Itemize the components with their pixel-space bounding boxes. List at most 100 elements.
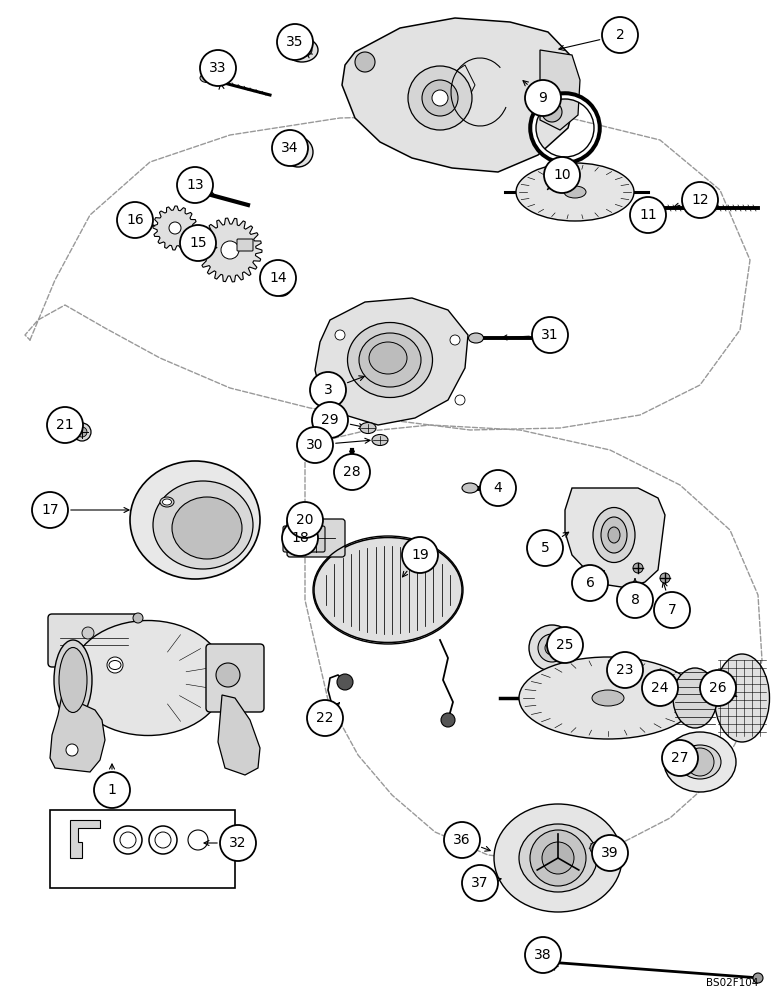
Circle shape xyxy=(662,740,698,776)
Ellipse shape xyxy=(286,38,318,62)
Circle shape xyxy=(291,145,305,159)
Ellipse shape xyxy=(360,422,376,434)
Circle shape xyxy=(82,627,94,639)
Text: 13: 13 xyxy=(186,178,204,192)
Ellipse shape xyxy=(593,508,635,562)
Circle shape xyxy=(547,627,583,663)
Text: 10: 10 xyxy=(553,168,571,182)
Ellipse shape xyxy=(359,333,421,387)
Ellipse shape xyxy=(369,342,407,374)
Ellipse shape xyxy=(153,481,253,569)
Circle shape xyxy=(462,865,498,901)
Ellipse shape xyxy=(277,275,287,289)
Circle shape xyxy=(297,427,333,463)
Circle shape xyxy=(532,317,568,353)
Circle shape xyxy=(47,407,83,443)
Text: 9: 9 xyxy=(539,91,547,105)
Circle shape xyxy=(66,744,78,756)
Text: 15: 15 xyxy=(189,236,207,250)
Circle shape xyxy=(133,613,143,623)
Circle shape xyxy=(607,652,643,688)
Ellipse shape xyxy=(545,641,559,655)
Ellipse shape xyxy=(348,322,432,397)
Circle shape xyxy=(337,674,353,690)
Text: 30: 30 xyxy=(307,438,324,452)
Circle shape xyxy=(642,670,678,706)
Text: 38: 38 xyxy=(534,948,552,962)
Ellipse shape xyxy=(715,654,770,742)
Circle shape xyxy=(654,592,690,628)
Circle shape xyxy=(686,748,714,776)
Ellipse shape xyxy=(271,268,293,296)
Circle shape xyxy=(480,470,516,506)
Ellipse shape xyxy=(664,732,736,792)
Ellipse shape xyxy=(494,804,622,912)
Circle shape xyxy=(602,17,638,53)
Text: 33: 33 xyxy=(210,61,227,75)
Circle shape xyxy=(617,582,653,618)
Circle shape xyxy=(441,713,455,727)
Polygon shape xyxy=(218,695,260,775)
Ellipse shape xyxy=(462,483,478,493)
Text: 37: 37 xyxy=(471,876,489,890)
Ellipse shape xyxy=(608,527,620,543)
Ellipse shape xyxy=(59,648,87,712)
Ellipse shape xyxy=(130,461,260,579)
Ellipse shape xyxy=(679,745,721,779)
Circle shape xyxy=(221,241,239,259)
Text: 34: 34 xyxy=(281,141,299,155)
Ellipse shape xyxy=(519,657,697,739)
Text: BS02F104: BS02F104 xyxy=(705,978,758,988)
Text: 18: 18 xyxy=(291,531,309,545)
Circle shape xyxy=(753,973,763,983)
Polygon shape xyxy=(565,488,665,588)
Circle shape xyxy=(402,537,438,573)
Circle shape xyxy=(660,573,670,583)
Circle shape xyxy=(282,520,318,556)
Circle shape xyxy=(117,202,153,238)
Circle shape xyxy=(260,260,296,296)
Text: 11: 11 xyxy=(639,208,656,222)
Ellipse shape xyxy=(71,620,226,736)
Ellipse shape xyxy=(519,824,597,892)
Ellipse shape xyxy=(638,214,652,223)
Ellipse shape xyxy=(172,497,242,559)
Circle shape xyxy=(630,197,666,233)
Circle shape xyxy=(73,423,91,441)
Ellipse shape xyxy=(314,538,462,643)
Circle shape xyxy=(287,502,323,538)
Circle shape xyxy=(682,182,718,218)
Circle shape xyxy=(334,454,370,490)
Circle shape xyxy=(180,225,216,261)
Text: 12: 12 xyxy=(691,193,708,207)
Polygon shape xyxy=(315,298,468,425)
Text: 3: 3 xyxy=(324,383,332,397)
Polygon shape xyxy=(50,695,105,772)
Text: 2: 2 xyxy=(615,28,625,42)
Ellipse shape xyxy=(372,434,388,446)
Ellipse shape xyxy=(200,74,214,83)
Circle shape xyxy=(525,937,561,973)
Text: 17: 17 xyxy=(41,503,59,517)
Circle shape xyxy=(355,52,375,72)
Polygon shape xyxy=(70,820,100,858)
Polygon shape xyxy=(198,218,262,282)
Text: 24: 24 xyxy=(651,681,669,695)
Text: 39: 39 xyxy=(601,846,618,860)
Circle shape xyxy=(408,66,472,130)
Circle shape xyxy=(283,137,313,167)
Text: 1: 1 xyxy=(108,783,116,797)
Circle shape xyxy=(169,222,181,234)
Circle shape xyxy=(542,842,574,874)
Circle shape xyxy=(272,130,308,166)
Text: 26: 26 xyxy=(709,681,727,695)
Circle shape xyxy=(327,393,337,403)
Circle shape xyxy=(220,825,256,861)
Text: 28: 28 xyxy=(343,465,361,479)
Text: 8: 8 xyxy=(631,593,639,607)
Ellipse shape xyxy=(538,634,566,662)
Ellipse shape xyxy=(564,186,586,198)
FancyBboxPatch shape xyxy=(283,526,325,552)
Text: 23: 23 xyxy=(616,663,634,677)
Text: 29: 29 xyxy=(321,413,339,427)
